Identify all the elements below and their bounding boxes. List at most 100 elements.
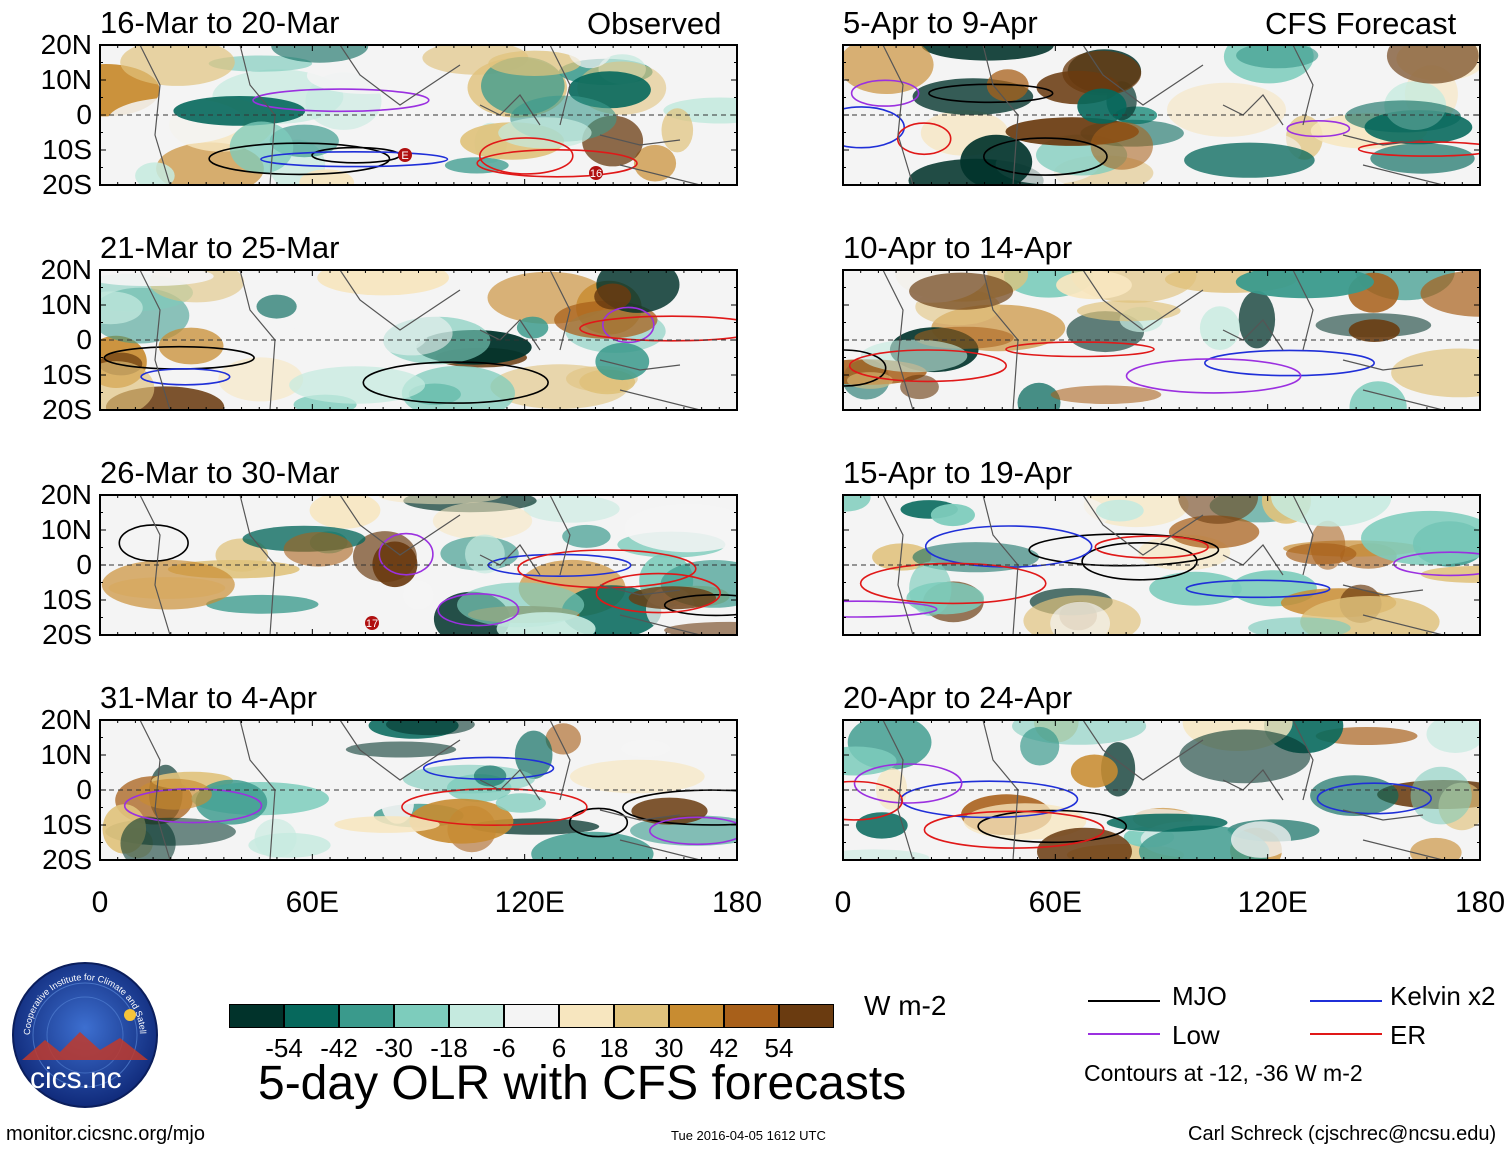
longitude-label: 120E: [494, 886, 565, 919]
olr-anomaly-shade: [842, 44, 934, 94]
olr-anomaly-shade: [158, 327, 224, 365]
longitude-label: 0: [834, 886, 852, 919]
olr-map-panel: [842, 494, 1481, 636]
contour-kelvin-x2: [900, 780, 1079, 819]
main-title: 5-day OLR with CFS forecasts: [258, 1057, 907, 1110]
olr-anomaly-shade: [1348, 319, 1400, 342]
panel-period-title: 15-Apr to 19-Apr: [843, 455, 1073, 490]
olr-anomaly-shade: [569, 759, 705, 794]
contour-er: [1005, 341, 1155, 358]
olr-anomaly-shade: [498, 117, 592, 149]
contour-er: [848, 349, 1008, 383]
storm-label: 16: [590, 168, 602, 180]
colorbar-swatch: [559, 1004, 614, 1028]
latitude-label: 0: [76, 549, 92, 580]
olr-anomaly-shade: [378, 494, 502, 505]
olr-anomaly-shade: [523, 495, 620, 523]
olr-anomaly-shade: [345, 741, 457, 758]
latitude-label: 20S: [42, 394, 92, 425]
colorbar-tick-label: -18: [430, 1033, 468, 1063]
colorbar-tick-label: 54: [764, 1033, 794, 1063]
olr-anomaly-shade: [1077, 88, 1127, 124]
olr-anomaly-shade: [306, 57, 426, 94]
contour-er: [595, 572, 721, 614]
olr-anomaly-shade: [1420, 270, 1481, 317]
olr-map-panel: [99, 269, 738, 411]
storm-marker: [589, 166, 603, 180]
olr-map-panel: E 16: [99, 44, 738, 186]
contour-er: [842, 780, 903, 821]
contour-kelvin-x2: [260, 150, 449, 168]
olr-anomaly-shade: [1231, 821, 1291, 858]
olr-anomaly-shade: [514, 730, 553, 779]
olr-anomaly-shade: [1370, 143, 1475, 174]
legend-low: Low: [1172, 1020, 1220, 1050]
colorbar-swatch: [229, 1004, 284, 1028]
colorbar-swatch: [449, 1004, 504, 1028]
olr-anomaly-shade: [842, 746, 897, 776]
olr-anomaly-shade: [633, 144, 677, 182]
olr-anomaly-shade: [309, 494, 381, 529]
longitude-label: 180: [711, 886, 763, 919]
olr-anomaly-shade: [1310, 520, 1346, 570]
panel-period-title: 16-Mar to 20-Mar: [100, 5, 340, 40]
olr-anomaly-shade: [568, 44, 613, 69]
olr-anomaly-shade: [218, 357, 304, 402]
contour-mjo: [977, 809, 1128, 844]
olr-anomaly-shade: [401, 365, 515, 411]
contour-er: [1357, 141, 1481, 157]
contour-mjo: [1028, 533, 1220, 567]
contour-low: [601, 306, 655, 344]
latitude-label: 10N: [40, 64, 92, 95]
olr-anomaly-shade: [1178, 494, 1259, 524]
olr-anomaly-shade: [621, 739, 671, 758]
contour-mjo: [1081, 542, 1198, 581]
olr-anomaly-shade: [120, 44, 235, 86]
olr-anomaly-shade: [909, 272, 1014, 310]
colorbar-swatch: [724, 1004, 779, 1028]
olr-anomaly-shade: [628, 586, 717, 610]
contour-er: [517, 549, 697, 589]
panel-frame: [842, 44, 1481, 186]
panel-frame: [842, 269, 1481, 411]
colorbar-swatch: [669, 1004, 724, 1028]
colorbar-swatch: [339, 1004, 394, 1028]
olr-anomaly-shade: [1420, 565, 1481, 583]
olr-anomaly-shade: [842, 849, 930, 861]
contour-mjo: [568, 807, 629, 838]
contour-er: [401, 788, 588, 827]
logo-graphic: Cooperative Institute for Climate and Sa…: [7, 952, 158, 1108]
contour-low: [437, 592, 520, 627]
olr-anomaly-shade: [195, 779, 268, 825]
olr-anomaly-shade: [1077, 300, 1181, 322]
olr-anomaly-shade: [370, 311, 453, 356]
latitude-label: 10N: [40, 739, 92, 770]
olr-anomaly-shade: [930, 503, 975, 527]
olr-anomaly-shade: [432, 502, 533, 540]
contour-er: [478, 137, 574, 175]
olr-anomaly-shade: [317, 269, 449, 296]
storm-marker: [365, 616, 379, 630]
olr-anomaly-shade: [1050, 385, 1162, 404]
olr-anomaly-shade: [496, 612, 596, 636]
contour-mjo: [622, 789, 738, 826]
panel-frame: [99, 269, 738, 411]
olr-anomaly-shade: [1235, 269, 1374, 299]
panel-period-title: 26-Mar to 30-Mar: [100, 455, 340, 490]
contour-low: [853, 763, 963, 804]
colorbar-swatch: [504, 1004, 559, 1028]
olr-anomaly-shade: [562, 524, 611, 548]
coastline: [139, 719, 701, 861]
longitude-label: 0: [91, 886, 109, 919]
coastline: [882, 44, 1444, 186]
latitude-label: 20S: [42, 169, 92, 200]
olr-anomaly-shade: [1410, 766, 1472, 825]
latitude-label: 20S: [42, 844, 92, 875]
latitude-label: 10S: [42, 584, 92, 615]
contour-low: [378, 532, 434, 576]
olr-anomaly-shade: [516, 316, 549, 339]
contour-kelvin-x2: [422, 756, 555, 781]
latitude-label: 20S: [42, 619, 92, 650]
latitude-label: 20N: [40, 479, 92, 510]
latitude-label: 0: [76, 774, 92, 805]
